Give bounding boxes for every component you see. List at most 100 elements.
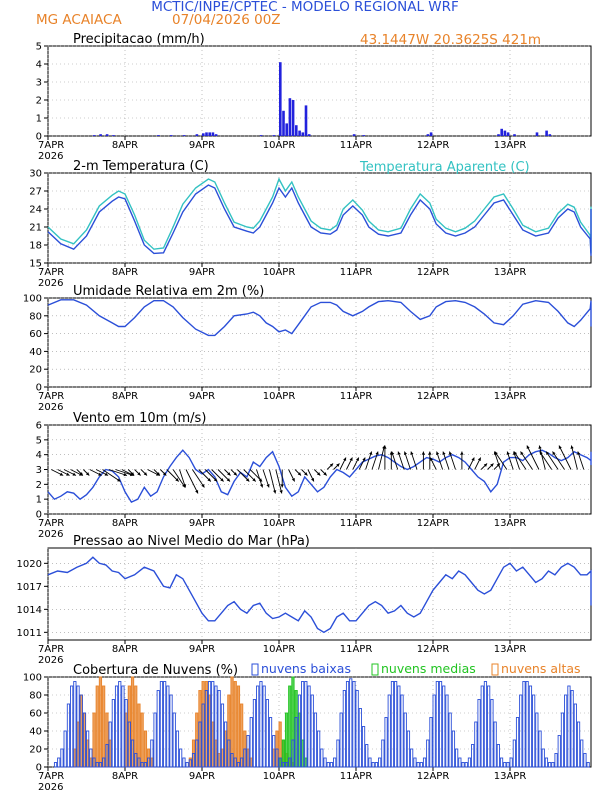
precip-bar [195,134,199,136]
wind-arrow-head [183,484,187,488]
panel-title: Precipitacao (mm/h) [73,32,205,47]
x-tick-label: 9APR [189,391,215,402]
wind-arrow-head [79,472,83,476]
location-label: MG ACAIACA [36,12,122,28]
precip-bar [169,135,173,136]
wind-arrow [256,469,263,488]
pressure-line [47,556,592,634]
wind-arrow-head [66,472,70,476]
wind-arrow [365,451,373,470]
cloud-bar-nuvens-baixas [487,685,491,768]
x-tick-label: 12APR [417,518,450,529]
y-tick-label: 15 [29,259,42,270]
wind-arrow [378,445,385,470]
cloud-bar-nuvens-baixas [345,681,350,768]
cloud-bar-nuvens-baixas [195,739,199,768]
wind-arrow [570,445,578,470]
cloud-bar-nuvens-baixas [127,721,131,768]
x-tick-label: 13APR [494,644,527,655]
precip-bar [307,134,311,136]
wind-arrow [577,451,585,470]
precip-bar [362,135,365,136]
cloud-bar-nuvens-baixas [224,721,228,768]
wind-arrow-head [436,451,440,455]
cloud-bar-nuvens-baixas [509,757,513,768]
x-tick-label: 11APR [340,391,373,402]
precip-bar [535,132,539,136]
cloud-bar-nuvens-baixas [499,757,504,768]
cloud-bar-nuvens-baixas [111,699,115,768]
cloud-bar-nuvens-baixas [137,757,141,768]
x-tick-label: 7APR [38,644,64,655]
cloud-bar-nuvens-baixas [535,712,539,768]
x-tick-label: 7APR [38,518,64,529]
cloud-bar-nuvens-baixas [143,762,148,768]
wind-arrow-head [369,451,373,455]
cloud-bar-nuvens-baixas [57,757,61,768]
x-tick-label: 8APR [112,771,138,782]
wind-arrow-head [448,451,452,455]
cloud-legend-label: nuvens altas [501,661,581,676]
precip-bar [211,132,215,136]
cloud-bar-nuvens-baixas [268,717,273,768]
wind-arrow-head [410,451,414,455]
x-tick-label: 13APR [494,267,527,278]
cloud-bar-nuvens-baixas [378,757,382,768]
cloud-bar-nuvens-baixas [140,762,144,768]
wind-arrow-head [343,457,347,461]
y-tick-label: 4 [36,450,42,461]
cloud-bar-nuvens-baixas [329,762,334,768]
cloud-bar-nuvens-baixas [156,690,160,768]
cloud-bar-nuvens-baixas [528,685,533,768]
precip-bar [182,135,186,136]
cloud-bar-nuvens-baixas [557,735,561,768]
wind-arrow [545,451,559,470]
cloud-bar-nuvens-baixas [281,762,285,768]
y-tick-label: 40 [29,347,42,358]
y-tick-label: 4 [36,60,42,71]
x-tick-label: 8APR [112,518,138,529]
precip-bar [205,132,208,136]
precip-bar [301,132,305,136]
cloud-bar-nuvens-baixas [397,685,401,768]
wind-arrow-head [442,451,446,455]
cloud-bar-nuvens-baixas [522,681,526,768]
cloud-bar-nuvens-baixas [358,708,362,768]
x-tick-label: 7APR [38,140,64,151]
wind-arrow-head [252,478,256,482]
wind-arrow [526,445,540,470]
cloud-bar-nuvens-baixas [541,748,545,768]
precip-bar [500,128,503,136]
y-tick-label: 80 [29,311,42,322]
x-tick-label: 12APR [417,140,450,151]
cloud-bar-nuvens-baixas [349,678,353,768]
wind-arrow-head [143,472,147,476]
wind-arrow-head [280,484,284,488]
cloud-bar-nuvens-baixas [179,748,183,768]
y-tick-label: 80 [29,691,42,702]
x-tick-label: 11APR [340,644,373,655]
precip-bar [506,132,510,136]
cloud-bar-nuvens-baixas [474,721,478,768]
x-tick-label: 7APR [38,391,64,402]
run-date-label: 07/04/2026 00Z [172,12,281,28]
cloud-bar-nuvens-baixas [118,681,122,768]
y-tick-label: 1017 [17,582,42,593]
wind-arrow-head [162,472,167,476]
cloud-bar-nuvens-baixas [201,703,205,768]
wind-arrow-head [552,451,556,455]
cloud-bar-nuvens-baixas [413,757,417,768]
cloud-bar-nuvens-baixas [548,762,552,768]
precip-bar [282,110,285,136]
y-tick-label: 1014 [17,605,42,616]
wind-arrow-head [428,451,432,455]
wind-arrow-head [104,472,109,476]
wind-arrow-head [85,472,90,476]
cloud-bar-nuvens-baixas [198,721,202,768]
cloud-bar-nuvens-baixas [182,757,186,768]
wind-arrow [552,451,565,470]
cloud-legend-label: nuvens medias [381,661,476,676]
wind-arrow [558,445,572,470]
precip-bar [259,135,263,136]
cloud-bar-nuvens-baixas [583,753,587,768]
